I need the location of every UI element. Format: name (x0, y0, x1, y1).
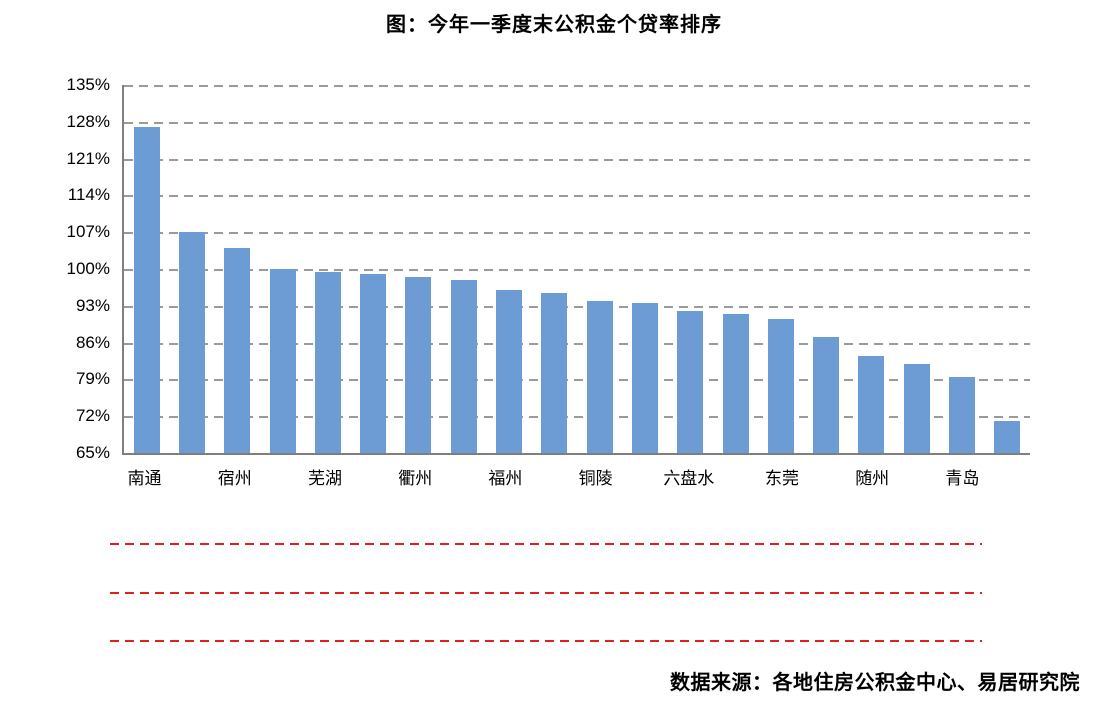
bar (903, 363, 930, 453)
y-tick-label: 72% (75, 406, 110, 426)
redacted-line-3 (110, 640, 982, 642)
gridline (124, 121, 1030, 124)
x-tick-label (714, 464, 759, 489)
gridline (124, 158, 1030, 161)
redacted-line-1 (110, 543, 982, 545)
x-tick-label (895, 464, 940, 489)
bar-slot (758, 85, 803, 453)
y-tick-label: 65% (75, 443, 110, 462)
x-tick-label (438, 464, 483, 489)
bar-slot (215, 85, 260, 453)
x-axis-labels: 南通 宿州 芜湖 衢州 福州 铜陵 六盘水 东莞 随州 青岛 (122, 464, 1030, 489)
bar (948, 376, 975, 453)
bar-slot (350, 85, 395, 453)
gridline (124, 305, 1030, 308)
bar (405, 276, 432, 453)
bar (631, 303, 658, 453)
x-tick-label: 福州 (488, 469, 523, 488)
x-tick-label: 东莞 (764, 469, 799, 488)
bar-slot (668, 85, 713, 453)
x-tick-label (528, 464, 573, 489)
y-tick-label: 135% (66, 75, 110, 94)
bar (858, 355, 885, 453)
bar (994, 421, 1021, 453)
x-tick-label: 宿州 (217, 469, 252, 488)
x-tick-label: 铜陵 (578, 469, 613, 488)
gridline (124, 85, 1030, 87)
bar (450, 279, 477, 453)
plot-area (122, 85, 1030, 455)
bar-slot (939, 85, 984, 453)
gridline (124, 379, 1030, 382)
y-tick-label: 79% (75, 369, 110, 389)
gridline (124, 232, 1030, 235)
bar (586, 300, 613, 453)
bar-slot (396, 85, 441, 453)
bar (767, 318, 794, 453)
y-tick-label: 121% (66, 148, 110, 168)
bar-slot (486, 85, 531, 453)
x-tick-label (985, 464, 1030, 489)
x-tick-label (618, 464, 663, 489)
y-tick-label: 100% (66, 259, 110, 278)
bar-slot (803, 85, 848, 453)
gridline (124, 269, 1030, 271)
x-tick-label: 南通 (127, 469, 162, 488)
bar-slot (894, 85, 939, 453)
bar (224, 247, 251, 453)
y-tick-label: 107% (66, 222, 110, 242)
chart-title: 图：今年一季度末公积金个贷率排序 (386, 14, 722, 36)
x-tick-label: 芜湖 (307, 469, 342, 488)
bar-slot (577, 85, 622, 453)
bar-slot (124, 85, 169, 453)
x-tick-label: 衢州 (398, 469, 433, 488)
bar (178, 232, 205, 453)
x-tick-label: 六盘水 (663, 469, 715, 488)
bar-slot (713, 85, 758, 453)
x-tick-label: 青岛 (945, 469, 980, 488)
bar (541, 292, 568, 453)
gridline (124, 195, 1030, 198)
bar-slot (985, 85, 1030, 453)
x-tick-label (257, 464, 302, 489)
bars-container (124, 85, 1030, 453)
bar-slot (441, 85, 486, 453)
bar (722, 313, 749, 453)
bar (677, 311, 704, 453)
bar-slot (260, 85, 305, 453)
y-tick-label: 114% (67, 185, 110, 205)
bar (133, 127, 160, 453)
gridline (124, 342, 1030, 345)
bar (269, 269, 296, 453)
bar (360, 274, 387, 453)
gridline (124, 416, 1030, 419)
bar-slot (532, 85, 577, 453)
bar-slot (622, 85, 667, 453)
bar-slot (849, 85, 894, 453)
y-tick-label: 93% (75, 295, 110, 315)
x-tick-label (348, 464, 393, 489)
bar-slot (305, 85, 350, 453)
bar (813, 337, 840, 453)
data-source-caption: 数据来源：各地住房公积金中心、易居研究院 (670, 672, 1080, 694)
y-tick-label: 86% (75, 332, 110, 352)
bar-slot (169, 85, 214, 453)
x-tick-label (805, 464, 850, 489)
y-tick-label: 128% (66, 111, 110, 131)
x-tick-label: 随州 (855, 469, 890, 488)
bar (314, 271, 341, 453)
redacted-line-2 (110, 592, 982, 594)
y-axis-labels: 135% 128% 121% 114% 107% 100% 93% 86% 79% 72% 65% (0, 75, 112, 462)
x-tick-label (167, 464, 212, 489)
bar (496, 290, 523, 453)
